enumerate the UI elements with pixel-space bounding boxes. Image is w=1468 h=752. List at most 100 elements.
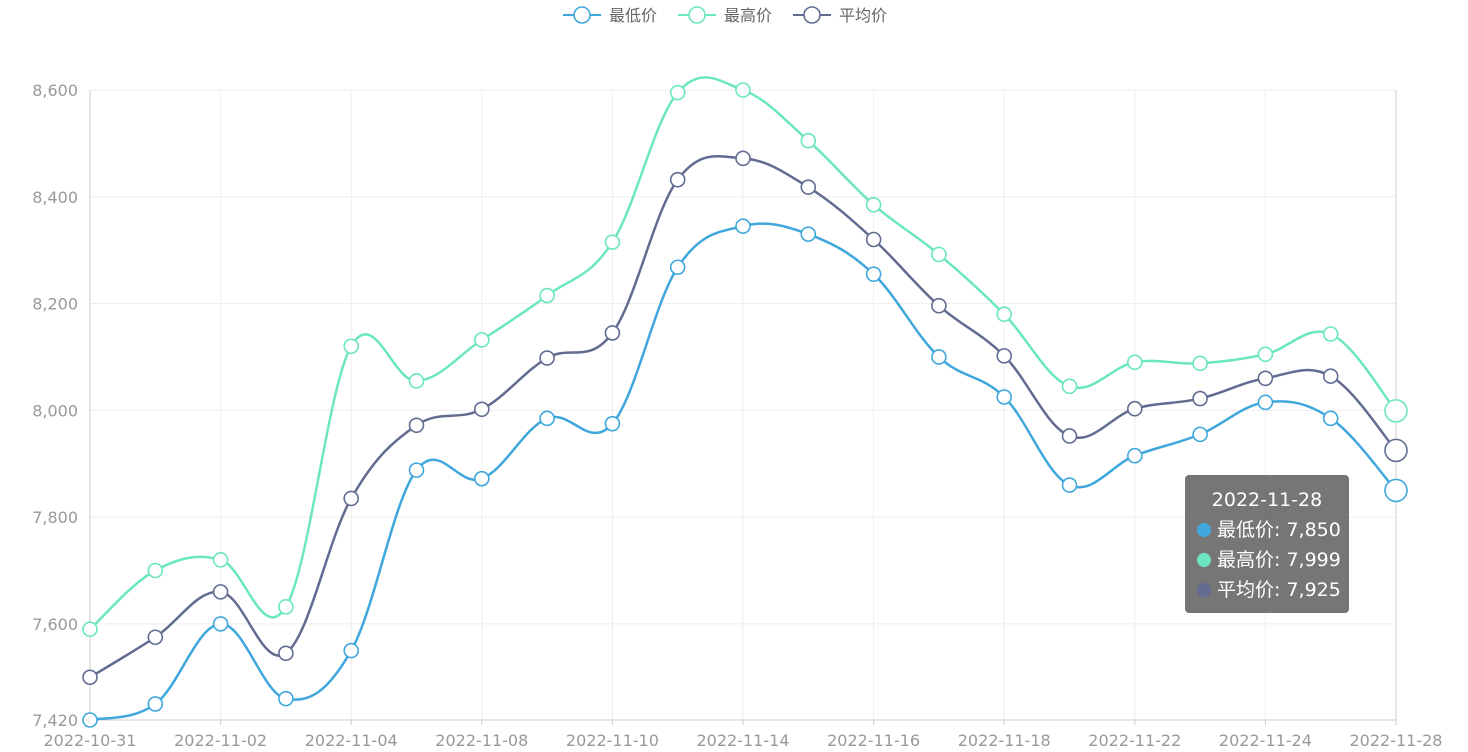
tooltip-row-avg: 平均价: 7,925 <box>1197 575 1341 605</box>
series-point[interactable] <box>408 373 425 389</box>
series-point[interactable] <box>1384 478 1408 503</box>
series-point[interactable] <box>1061 378 1078 395</box>
series-point[interactable] <box>1127 354 1143 371</box>
series-point[interactable] <box>1384 399 1408 423</box>
series-point[interactable] <box>539 287 555 304</box>
series-point[interactable] <box>212 584 229 600</box>
series-point[interactable] <box>604 234 621 250</box>
series-point[interactable] <box>1322 326 1339 342</box>
series <box>82 76 1408 728</box>
tooltip-label-max: 最高价: 7,999 <box>1217 549 1341 571</box>
series-point[interactable] <box>343 642 360 659</box>
series-point[interactable] <box>1061 428 1078 444</box>
tooltip-dot-min <box>1197 523 1211 537</box>
tooltip: 2022-11-28 最低价: 7,850 最高价: 7,999 平均价: 7,… <box>1185 475 1349 613</box>
series-point[interactable] <box>996 348 1013 364</box>
series-point[interactable] <box>212 552 229 568</box>
series-point[interactable] <box>82 669 98 686</box>
series-point[interactable] <box>473 401 490 418</box>
series-point[interactable] <box>1322 368 1339 384</box>
x-tick-label: 2022-11-02 <box>174 731 267 750</box>
series-point[interactable] <box>931 349 947 365</box>
series-point[interactable] <box>1127 400 1143 417</box>
y-tick-label: 7,420 <box>32 711 78 730</box>
series-point[interactable] <box>996 306 1013 323</box>
series-point[interactable] <box>735 150 751 167</box>
tooltip-label-min: 最低价: 7,850 <box>1217 519 1341 541</box>
tooltip-label-avg: 平均价: 7,925 <box>1217 579 1341 601</box>
series-point[interactable] <box>539 410 555 427</box>
series-point[interactable] <box>800 179 817 195</box>
x-tick-label: 2022-11-10 <box>566 731 659 750</box>
legend-label: 最低价 <box>609 6 657 25</box>
series-line-0 <box>89 222 1397 722</box>
legend-item-2[interactable]: 平均价 <box>793 6 887 25</box>
series-point[interactable] <box>1192 355 1208 372</box>
legend-swatch-marker <box>573 6 591 24</box>
series-point[interactable] <box>800 132 817 149</box>
series-point[interactable] <box>931 246 947 263</box>
y-tick-label: 8,600 <box>32 81 78 100</box>
series-point[interactable] <box>278 645 294 662</box>
series-point[interactable] <box>343 338 360 355</box>
series-point[interactable] <box>1061 477 1078 493</box>
x-tick-label: 2022-11-16 <box>827 731 920 750</box>
series-point[interactable] <box>865 196 882 213</box>
tooltip-row-min: 最低价: 7,850 <box>1197 515 1341 545</box>
x-tick-label: 2022-11-04 <box>305 731 398 750</box>
series-point[interactable] <box>669 259 686 276</box>
x-tick-label: 2022-11-08 <box>435 731 528 750</box>
series-point[interactable] <box>473 332 490 348</box>
series-point[interactable] <box>1257 370 1274 387</box>
series-point[interactable] <box>1384 438 1408 463</box>
series-point[interactable] <box>1192 390 1208 407</box>
series-point[interactable] <box>212 616 229 632</box>
series-point[interactable] <box>1257 394 1274 411</box>
series-point[interactable] <box>1322 410 1339 427</box>
series-point[interactable] <box>82 712 98 728</box>
series-line-2 <box>89 154 1397 679</box>
series-point[interactable] <box>669 84 686 101</box>
series-point[interactable] <box>343 490 360 507</box>
series-point[interactable] <box>865 266 882 282</box>
series-point[interactable] <box>604 415 621 432</box>
legend-label: 平均价 <box>839 6 887 25</box>
x-tick-label: 2022-11-24 <box>1219 731 1312 750</box>
series-point[interactable] <box>278 599 294 615</box>
series-point[interactable] <box>278 690 294 707</box>
series-point[interactable] <box>147 562 164 579</box>
series-point[interactable] <box>800 226 817 242</box>
tooltip-row-max: 最高价: 7,999 <box>1197 545 1341 575</box>
series-point[interactable] <box>1127 447 1143 464</box>
tooltip-dot-avg <box>1197 583 1211 597</box>
series-point[interactable] <box>735 82 751 98</box>
series-point[interactable] <box>931 297 947 314</box>
series-point[interactable] <box>82 621 98 638</box>
x-tick-label: 2022-11-22 <box>1088 731 1181 750</box>
series-line-1 <box>89 76 1397 631</box>
series-point[interactable] <box>1192 426 1208 443</box>
legend-item-0[interactable]: 最低价 <box>563 6 657 25</box>
legend-label: 最高价 <box>724 6 772 25</box>
legend-swatch-marker <box>688 6 706 24</box>
series-point[interactable] <box>147 629 164 646</box>
legend[interactable]: 最低价 最高价 平均价 <box>563 6 887 25</box>
series-point[interactable] <box>604 325 621 341</box>
series-point[interactable] <box>539 350 555 366</box>
legend-swatch-marker <box>803 6 821 24</box>
series-point[interactable] <box>735 218 751 234</box>
axes: 7,420 7,600 7,800 8,000 8,200 8,400 8,600 2022-… <box>32 81 1442 750</box>
series-point[interactable] <box>473 470 490 487</box>
series-point[interactable] <box>996 389 1013 405</box>
tooltip-dot-max <box>1197 553 1211 567</box>
series-point[interactable] <box>669 171 686 188</box>
series-point[interactable] <box>1257 346 1274 363</box>
series-point[interactable] <box>408 462 425 478</box>
series-point[interactable] <box>147 696 164 712</box>
y-tick-label: 8,400 <box>32 188 78 207</box>
series-point[interactable] <box>865 231 882 248</box>
legend-item-1[interactable]: 最高价 <box>678 6 772 25</box>
x-tick-label: 2022-11-14 <box>697 731 790 750</box>
series-point[interactable] <box>408 417 425 434</box>
